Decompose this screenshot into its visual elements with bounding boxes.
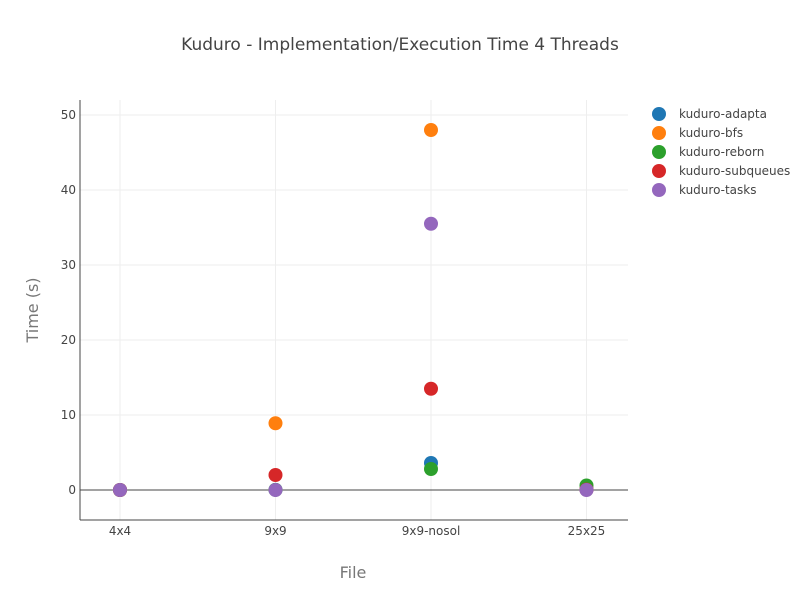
legend-label: kuduro-subqueues	[679, 164, 790, 178]
legend-label: kuduro-adapta	[679, 107, 767, 121]
data-point-kuduro-reborn-9x9-nosol	[424, 462, 438, 476]
legend-label: kuduro-reborn	[679, 145, 764, 159]
x-tick-label: 9x9	[264, 524, 286, 538]
x-tick-label: 9x9-nosol	[402, 524, 461, 538]
y-tick-label: 10	[61, 408, 76, 422]
y-tick-label: 30	[61, 258, 76, 272]
y-axis-title: Time (s)	[23, 277, 42, 343]
legend-marker	[652, 107, 666, 121]
data-point-kuduro-tasks-4x4	[113, 483, 127, 497]
x-tick-label: 25x25	[568, 524, 606, 538]
x-tick-label: 4x4	[109, 524, 131, 538]
legend-label: kuduro-bfs	[679, 126, 743, 140]
tick-labels: 0 10 20 30 40 50 4x4 9x9 9x9-nosol 25x25	[61, 108, 606, 538]
data-point-kuduro-subqueues-9x9-nosol	[424, 381, 438, 396]
data-point-kuduro-tasks-9x9-nosol	[424, 216, 438, 231]
y-tick-label: 20	[61, 333, 76, 347]
data-point-kuduro-tasks-25x25	[579, 483, 594, 497]
data-point-kuduro-bfs-9x9-nosol	[424, 123, 438, 137]
data-point-kuduro-tasks-9x9	[268, 483, 283, 497]
legend[interactable]: kuduro-adapta kuduro-bfs kuduro-reborn kudu…	[652, 107, 790, 197]
legend-label: kuduro-tasks	[679, 183, 756, 197]
y-tick-label: 40	[61, 183, 76, 197]
grid	[80, 100, 628, 520]
legend-marker	[652, 126, 666, 140]
data-points	[113, 123, 594, 497]
axes	[79, 100, 628, 521]
data-point-kuduro-bfs-9x9	[268, 416, 283, 431]
legend-item-kuduro-tasks[interactable]: kuduro-tasks	[652, 183, 756, 197]
legend-item-kuduro-adapta[interactable]: kuduro-adapta	[652, 107, 767, 121]
y-tick-label: 50	[61, 108, 76, 122]
legend-marker	[652, 145, 666, 159]
legend-item-kuduro-reborn[interactable]: kuduro-reborn	[652, 145, 764, 159]
x-axis-title: File	[340, 563, 367, 582]
chart-title: Kuduro - Implementation/Execution Time 4…	[181, 35, 619, 55]
legend-item-kuduro-subqueues[interactable]: kuduro-subqueues	[652, 164, 790, 178]
data-point-kuduro-subqueues-9x9	[268, 468, 283, 482]
legend-marker	[652, 183, 666, 197]
legend-item-kuduro-bfs[interactable]: kuduro-bfs	[652, 126, 743, 140]
legend-marker	[652, 164, 666, 178]
y-tick-label: 0	[68, 483, 76, 497]
